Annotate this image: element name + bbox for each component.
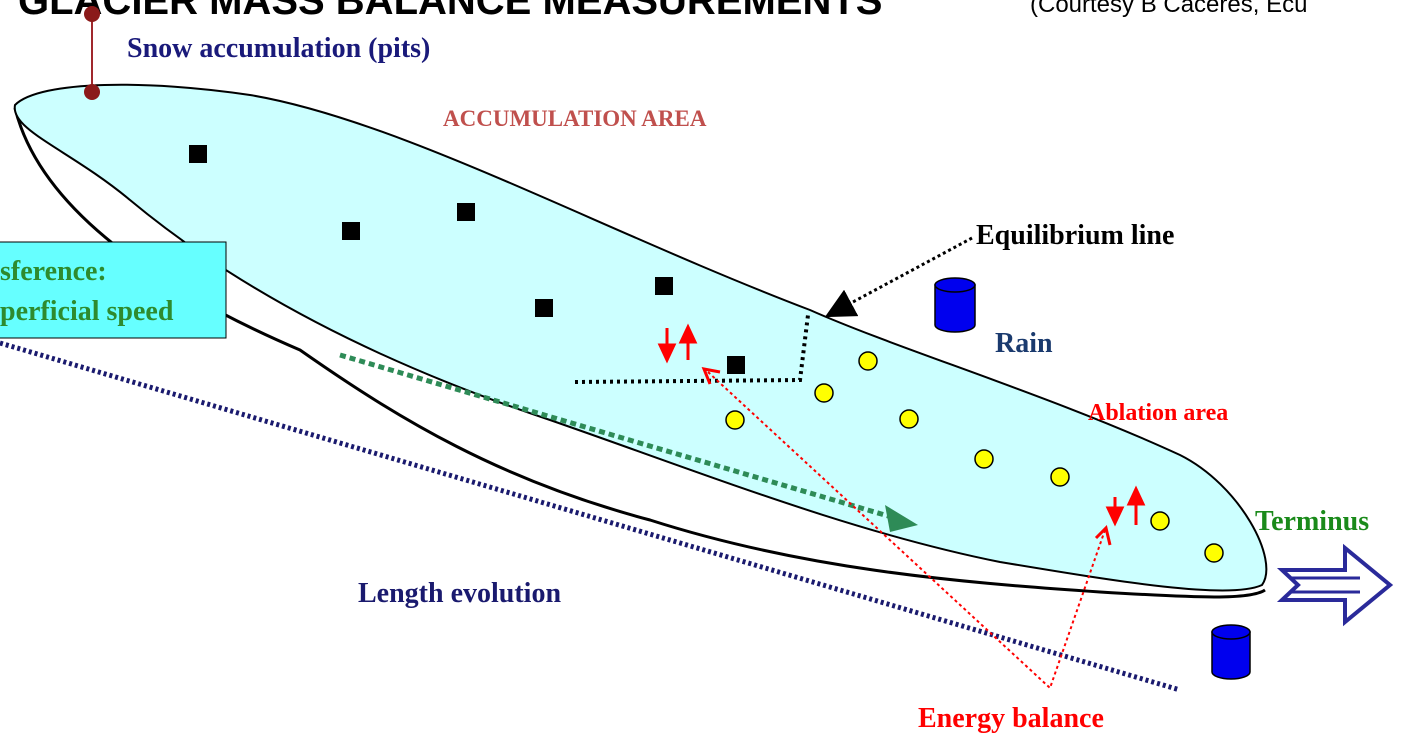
length-label: Length evolution bbox=[358, 578, 561, 609]
terminus-arrow bbox=[1282, 548, 1390, 622]
pit-marker bbox=[84, 84, 100, 100]
ablation-label: Ablation area bbox=[1088, 400, 1228, 426]
equilibrium-label: Equilibrium line bbox=[976, 220, 1174, 251]
terminus-label: Terminus bbox=[1255, 506, 1369, 537]
rain-label: Rain bbox=[995, 328, 1053, 359]
speed-label: perficial speed bbox=[0, 296, 174, 327]
title: GLACIER MASS BALANCE MEASUREMENTS bbox=[18, 0, 882, 23]
pit-marker bbox=[84, 6, 100, 22]
snow-label: Snow accumulation (pits) bbox=[127, 33, 430, 64]
diagram: GLACIER MASS BALANCE MEASUREMENTS (Court… bbox=[0, 0, 1414, 743]
speed-label: sference: bbox=[0, 256, 107, 287]
credit: (Courtesy B Caceres, Ecu bbox=[1030, 0, 1307, 18]
energy-label: Energy balance bbox=[918, 703, 1104, 734]
accumulation-label: ACCUMULATION AREA bbox=[443, 106, 707, 131]
